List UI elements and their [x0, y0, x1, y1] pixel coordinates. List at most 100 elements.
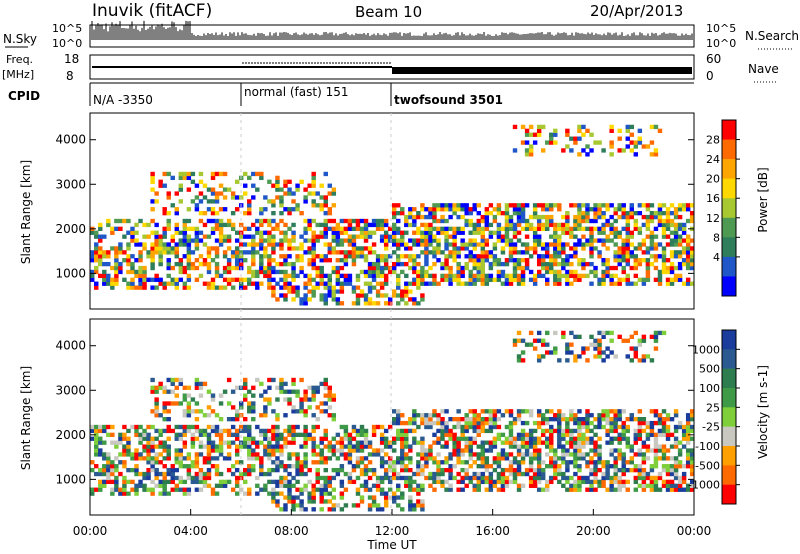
heatmap-cell: [569, 409, 574, 414]
heatmap-cell: [549, 424, 554, 430]
heatmap-cell: [565, 346, 570, 351]
heatmap-cell: [206, 218, 212, 224]
heatmap-cell: [557, 234, 562, 239]
heatmap-cell: [621, 409, 626, 414]
heatmap-cell: [315, 285, 320, 290]
heatmap-cell: [122, 479, 127, 485]
heatmap-cell: [597, 483, 602, 488]
heatmap-cell: [416, 503, 421, 508]
heatmap-cell: [303, 452, 308, 457]
heatmap-cell: [633, 436, 639, 441]
heatmap-cell: [392, 203, 397, 208]
heatmap-cell: [452, 448, 457, 453]
heatmap-cell: [359, 424, 365, 430]
heatmap-cell: [641, 222, 647, 228]
heatmap-cell: [154, 285, 159, 290]
heatmap-cell: [170, 401, 175, 406]
heatmap-cell: [488, 417, 494, 422]
heatmap-cell: [597, 456, 602, 461]
heatmap-cell: [420, 281, 425, 286]
heatmap-cell: [577, 440, 582, 445]
heatmap-cell: [581, 456, 586, 461]
heatmap-cell: [351, 218, 357, 224]
heatmap-cell: [166, 171, 171, 177]
time-axis-label: Time UT: [366, 538, 417, 552]
heatmap-cell: [641, 277, 647, 282]
heatmap-cell: [561, 471, 566, 477]
heatmap-cell: [436, 420, 441, 426]
colorbar-tick-label: 100: [699, 382, 720, 395]
heatmap-cell: [158, 179, 163, 184]
heatmap-cell: [440, 428, 445, 434]
heatmap-cell: [504, 452, 510, 457]
heatmap-cell: [412, 207, 417, 212]
heatmap-cell: [303, 428, 308, 434]
heatmap-cell: [645, 269, 651, 275]
heatmap-cell: [287, 428, 292, 434]
heatmap-cell: [677, 238, 683, 243]
heatmap-cell: [408, 479, 413, 485]
heatmap-cell: [549, 242, 554, 247]
heatmap-cell: [420, 452, 425, 457]
freq-tick-18: 18: [64, 52, 79, 66]
heatmap-cell: [198, 467, 204, 473]
heatmap-cell: [581, 350, 586, 355]
heatmap-cell: [315, 467, 320, 473]
heatmap-cell: [456, 269, 461, 275]
heatmap-cell: [420, 214, 425, 220]
heatmap-cell: [251, 448, 256, 453]
y-tick-label: 4000: [55, 133, 86, 147]
heatmap-cell: [182, 479, 188, 485]
heatmap-cell: [549, 258, 554, 263]
heatmap-cell: [565, 464, 570, 469]
heatmap-cell: [400, 491, 405, 496]
heatmap-cell: [315, 405, 320, 410]
heatmap-cell: [323, 385, 328, 390]
heatmap-cell: [553, 452, 558, 457]
heatmap-cell: [247, 281, 252, 286]
heatmap-cell: [218, 401, 224, 406]
heatmap-cell: [408, 460, 413, 465]
heatmap-cell: [392, 440, 397, 445]
heatmap-cell: [472, 436, 477, 441]
heatmap-cell: [412, 242, 417, 247]
heatmap-cell: [214, 171, 220, 177]
heatmap-cell: [609, 140, 614, 145]
heatmap-cell: [359, 218, 365, 224]
heatmap-cell: [681, 246, 687, 251]
heatmap-cell: [508, 444, 514, 449]
heatmap-cell: [287, 432, 292, 437]
heatmap-cell: [134, 269, 139, 275]
heatmap-cell: [557, 269, 562, 275]
heatmap-cell: [194, 207, 200, 212]
heatmap-cell: [327, 242, 332, 247]
nsearch-label: N.Search: [745, 29, 799, 43]
heatmap-cell: [524, 467, 530, 473]
heatmap-cell: [154, 467, 159, 473]
heatmap-cell: [412, 222, 417, 228]
heatmap-cell: [351, 467, 357, 473]
heatmap-cell: [106, 277, 111, 282]
heatmap-cell: [593, 424, 598, 430]
heatmap-cell: [383, 218, 389, 224]
heatmap-cell: [387, 467, 393, 473]
heatmap-cell: [464, 424, 469, 430]
heatmap-cell: [629, 456, 634, 461]
heatmap-cell: [178, 452, 184, 457]
heatmap-cell: [516, 487, 522, 492]
heatmap-cell: [456, 471, 461, 477]
heatmap-cell: [351, 424, 357, 430]
heatmap-cell: [363, 269, 369, 275]
heatmap-cell: [299, 444, 304, 449]
heatmap-cell: [279, 218, 284, 224]
heatmap-cell: [448, 467, 453, 473]
heatmap-cell: [545, 444, 550, 449]
heatmap-cell: [669, 444, 675, 449]
heatmap-cell: [202, 242, 208, 247]
heatmap-cell: [512, 203, 518, 208]
heatmap-cell: [122, 483, 127, 488]
heatmap-cell: [653, 338, 659, 343]
heatmap-cell: [214, 424, 220, 430]
heatmap-cell: [142, 265, 147, 271]
heatmap-cell: [243, 377, 248, 383]
